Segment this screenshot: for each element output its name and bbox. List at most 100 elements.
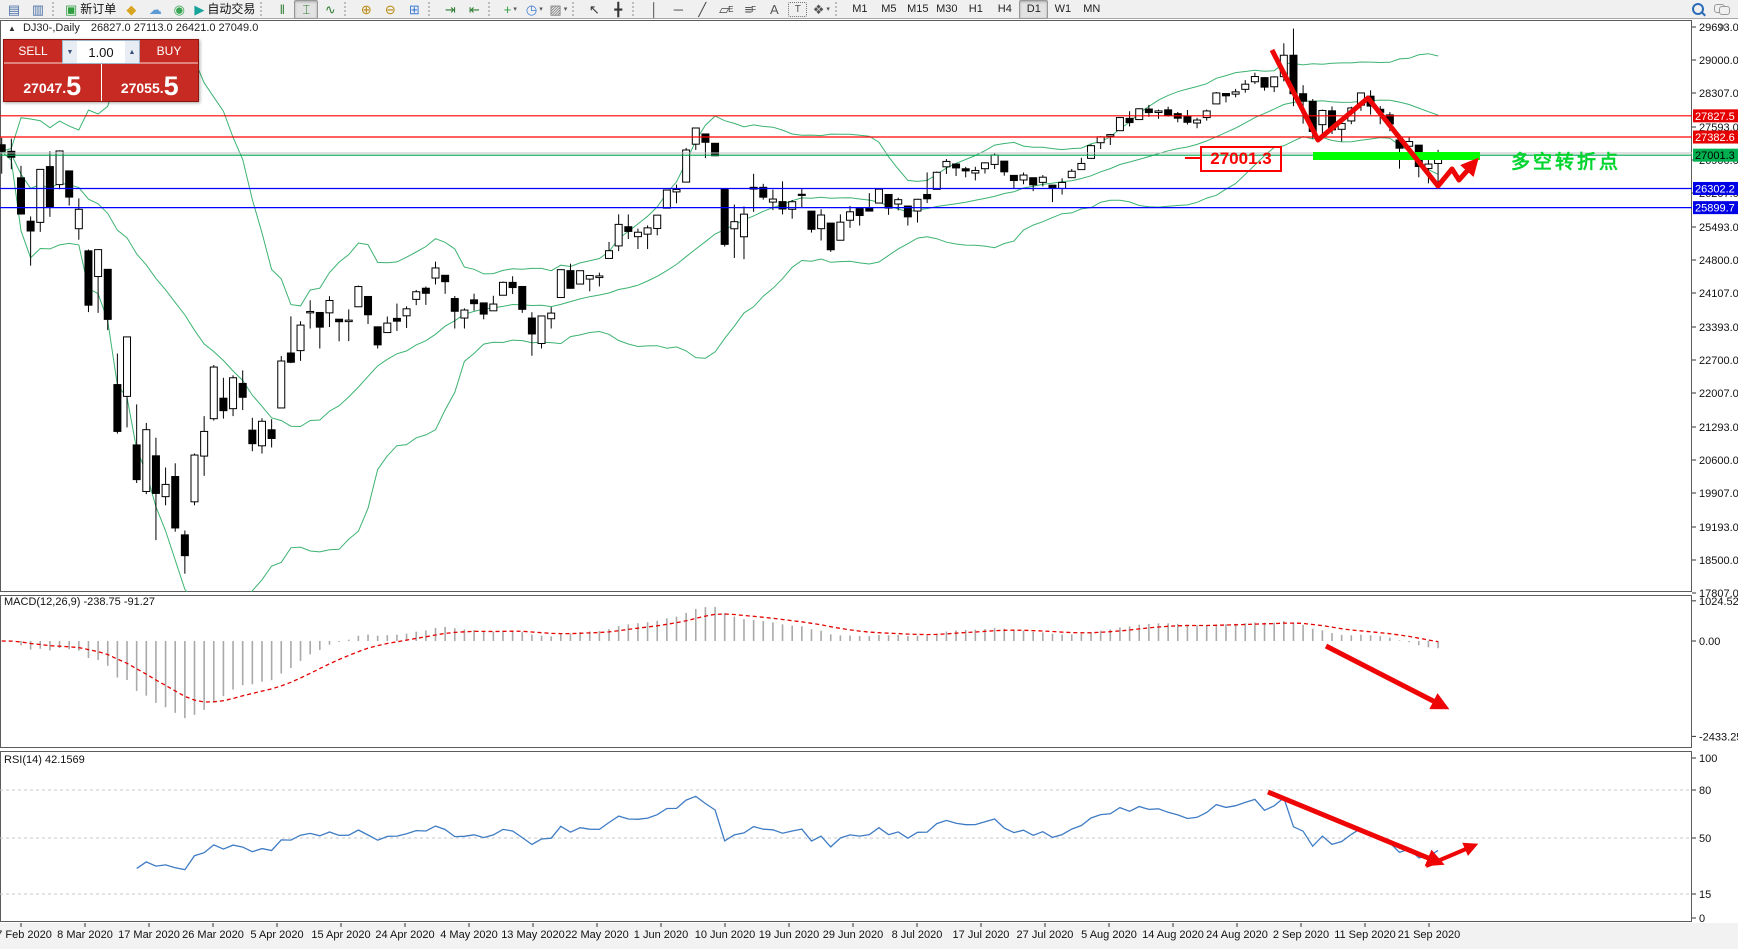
chart-window-icon[interactable]: ▤: [2, 0, 26, 19]
svg-text:24107.0: 24107.0: [1699, 288, 1738, 300]
timeframe-d1[interactable]: D1: [1019, 0, 1049, 19]
timeframe-h4[interactable]: H4: [997, 2, 1012, 15]
candlestick-series: [0, 28, 1443, 574]
close-chart-icon[interactable]: ✕: [1718, 22, 1728, 34]
fibonacci-icon: ≡: [744, 1, 753, 17]
rsi-indicator-label: RSI(14) 42.1569: [4, 754, 85, 766]
templates-icon[interactable]: ▨ ▾: [546, 0, 570, 19]
shapes-icon: ❖: [812, 1, 825, 17]
profile-icon: ☁: [148, 1, 162, 17]
volume-increase-button[interactable]: ▲: [125, 41, 139, 63]
search-icon[interactable]: [1692, 3, 1704, 15]
svg-text:26 Mar 2020: 26 Mar 2020: [182, 929, 244, 941]
line-chart-icon[interactable]: ∿: [318, 0, 342, 19]
timeframe-m15[interactable]: M15: [907, 2, 929, 15]
bar-chart-icon[interactable]: ‖: [270, 0, 294, 19]
drawn-arrows[interactable]: [1267, 48, 1479, 868]
shapes-icon-dropdown[interactable]: ▾: [826, 5, 830, 13]
chart-shift-icon[interactable]: ⇤: [462, 0, 486, 19]
svg-text:13 May 2020: 13 May 2020: [501, 929, 565, 941]
profile-icon[interactable]: ☁: [143, 0, 167, 19]
svg-text:25493.0: 25493.0: [1699, 222, 1738, 234]
auto-scroll-icon[interactable]: ⇥: [438, 0, 462, 19]
fibonacci-icon[interactable]: ≡ F: [738, 0, 762, 19]
vertical-line-icon[interactable]: │: [642, 0, 666, 19]
collapse-triangle-icon[interactable]: ▲: [8, 24, 16, 33]
text-icon[interactable]: A: [762, 0, 786, 19]
svg-text:15: 15: [1699, 889, 1711, 901]
timeframe-h1[interactable]: H1: [968, 2, 983, 15]
bollinger-bands: [1, 40, 1439, 592]
indicators-icon: +: [503, 1, 512, 17]
trendline-icon: ╱: [698, 1, 707, 17]
turning-point-annotation[interactable]: 多空转折点: [1511, 152, 1622, 173]
templates-icon-dropdown[interactable]: ▾: [563, 5, 568, 13]
svg-text:8 Mar 2020: 8 Mar 2020: [57, 929, 113, 941]
svg-text:29 Jun 2020: 29 Jun 2020: [823, 929, 884, 941]
autotrade-button[interactable]: ▶ 自动交易: [191, 0, 258, 19]
buy-price[interactable]: 27055. 5: [101, 64, 198, 101]
new-order-button[interactable]: ▣ 新订单: [62, 0, 119, 19]
svg-text:22007.0: 22007.0: [1699, 388, 1738, 400]
cursor-icon[interactable]: ↖: [582, 0, 606, 19]
sell-button[interactable]: SELL: [4, 40, 62, 64]
trendline-icon[interactable]: ╱: [690, 0, 714, 19]
svg-text:23393.0: 23393.0: [1699, 322, 1738, 334]
templates-icon: ▨: [549, 1, 562, 17]
svg-text:17 Mar 2020: 17 Mar 2020: [118, 929, 180, 941]
callout-text: 27001.3: [1210, 149, 1272, 168]
indicators-icon[interactable]: + ▾: [498, 0, 522, 19]
svg-text:5 Aug 2020: 5 Aug 2020: [1081, 929, 1137, 941]
svg-text:19 Jun 2020: 19 Jun 2020: [759, 929, 820, 941]
svg-text:19193.0: 19193.0: [1699, 522, 1738, 534]
volume-value[interactable]: 1.00: [88, 44, 114, 60]
svg-text:27382.6: 27382.6: [1695, 132, 1735, 144]
volume-field[interactable]: ▼ 1.00 ▲: [62, 40, 140, 64]
svg-text:19907.0: 19907.0: [1699, 488, 1738, 500]
periods-icon[interactable]: ◷ ▾: [522, 0, 546, 19]
rsi-pane: [0, 789, 1692, 895]
symbol-period-label: DJ30-,Daily: [22, 22, 80, 34]
timeframe-m5[interactable]: M5: [881, 2, 897, 15]
zoom-out-icon[interactable]: ⊖: [378, 0, 402, 19]
shapes-icon[interactable]: ❖ ▾: [809, 0, 833, 19]
volume-decrease-button[interactable]: ▼: [63, 41, 77, 63]
svg-text:28307.0: 28307.0: [1699, 88, 1738, 100]
fibonacci-icon-sub: F: [751, 4, 757, 14]
text-label-icon: T: [794, 3, 801, 15]
timeframe-m30[interactable]: M30: [936, 2, 958, 15]
horizontal-line-icon[interactable]: ─: [666, 0, 690, 19]
candlestick-icon[interactable]: ⌶: [294, 0, 319, 19]
zoom-in-icon[interactable]: ⊕: [354, 0, 378, 19]
tile-windows-icon[interactable]: ⊞: [402, 0, 426, 19]
price-axis[interactable]: 29693.029000.028307.027593.026900.026207…: [1692, 22, 1738, 600]
buy-button[interactable]: BUY: [140, 40, 198, 64]
svg-text:2 Sep 2020: 2 Sep 2020: [1273, 929, 1329, 941]
history-center-icon[interactable]: ◆: [119, 0, 143, 19]
timeframe-mn[interactable]: MN: [1083, 2, 1101, 15]
bar-chart-icon: ‖: [279, 1, 286, 17]
signal-icon: ◉: [173, 1, 185, 17]
price-callout-label[interactable]: 27001.3: [1185, 146, 1282, 172]
timeframe-m1[interactable]: M1: [852, 2, 868, 15]
svg-text:5 Apr 2020: 5 Apr 2020: [250, 929, 303, 941]
text-label-icon[interactable]: T: [788, 1, 808, 17]
chat-icon[interactable]: [1714, 3, 1730, 15]
crosshair-icon[interactable]: ╋: [606, 0, 630, 19]
timeframe-w1[interactable]: W1: [1054, 2, 1072, 15]
indicators-icon-dropdown[interactable]: ▾: [513, 5, 517, 13]
history-center-icon: ◆: [126, 1, 137, 17]
channel-icon[interactable]: ▱ E: [714, 0, 738, 19]
autotrade-button-label: 自动交易: [207, 1, 256, 16]
sell-price[interactable]: 27047. 5: [4, 64, 101, 101]
channel-icon: ▱: [719, 1, 730, 17]
svg-text:26302.2: 26302.2: [1695, 183, 1735, 195]
chart-canvas[interactable]: 29693.029000.028307.027593.026900.026207…: [0, 19, 1738, 949]
tick-chart-icon: ▥: [31, 1, 45, 17]
toolbar-separator: [835, 2, 841, 16]
toolbar-separator: [260, 2, 266, 16]
signal-icon[interactable]: ◉: [167, 0, 191, 19]
tick-chart-icon[interactable]: ▥: [26, 0, 50, 19]
periods-icon-dropdown[interactable]: ▾: [539, 5, 543, 13]
